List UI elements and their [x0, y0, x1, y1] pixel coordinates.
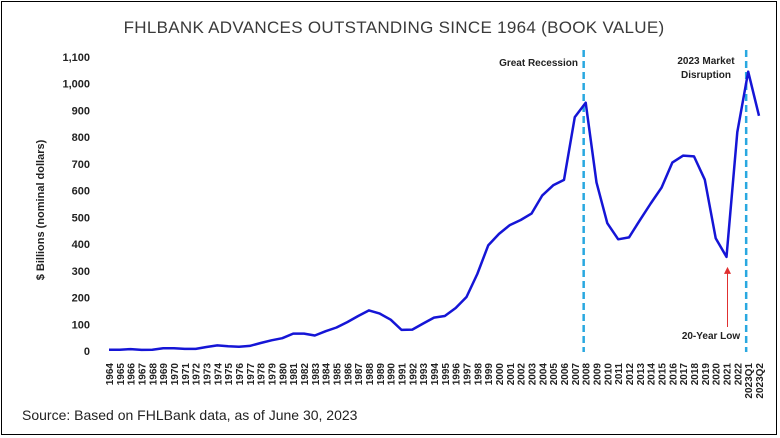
annotation-great-recession: Great Recession — [499, 58, 578, 69]
y-tick-label: 100 — [72, 319, 90, 331]
annotations: Great Recession 2023 Market Disruption 2… — [499, 56, 740, 342]
y-tick-label: 1,000 — [62, 79, 90, 91]
x-tick-label: 1985 — [333, 363, 344, 386]
x-tick-label: 2019 — [701, 363, 712, 386]
x-tick-label: 1996 — [452, 363, 463, 386]
x-tick-label: 2005 — [549, 363, 560, 386]
x-tick-label: 2018 — [690, 363, 701, 386]
low-arrow — [724, 266, 731, 327]
x-tick-label: 1986 — [343, 363, 354, 386]
x-tick-label: 1973 — [203, 363, 214, 386]
x-tick-label: 1995 — [441, 363, 452, 386]
x-tick-label: 1990 — [387, 363, 398, 386]
x-tick-label: 1984 — [322, 363, 333, 386]
x-tick-label: 1968 — [148, 363, 159, 386]
y-tick-label: 600 — [72, 186, 90, 198]
y-tick-label: 400 — [72, 239, 90, 251]
y-tick-label: 800 — [72, 132, 90, 144]
x-tick-label: 1997 — [463, 363, 474, 386]
x-tick-label: 1983 — [311, 363, 322, 386]
x-tick-label: 2001 — [506, 363, 517, 386]
x-tick-label: 2023Q1 — [744, 363, 755, 399]
x-tick-label: 1980 — [278, 363, 289, 386]
x-tick-label: 2014 — [647, 363, 658, 386]
x-tick-label: 2004 — [538, 363, 549, 386]
x-tick-label: 2002 — [517, 363, 528, 386]
annotation-market-disruption-2: Disruption — [681, 70, 731, 81]
y-tick-label: 900 — [72, 105, 90, 117]
x-tick-label: 2007 — [571, 363, 582, 386]
x-tick-label: 1965 — [116, 363, 127, 386]
x-tick-label: 1991 — [398, 363, 409, 386]
x-tick-label: 2011 — [614, 363, 625, 385]
x-tick-label: 2008 — [582, 363, 593, 386]
x-tick-label: 1994 — [430, 363, 441, 386]
chart-title: FHLBANK ADVANCES OUTSTANDING SINCE 1964 … — [124, 18, 665, 37]
x-tick-label: 1989 — [376, 363, 387, 386]
y-axis-ticks: 0 100 200 300 400 500 600 700 800 900 1,000 1,100 — [62, 52, 90, 358]
y-tick-label: 300 — [72, 266, 90, 278]
event-markers — [582, 50, 748, 352]
x-tick-label: 2013 — [636, 363, 647, 386]
x-tick-label: 1976 — [235, 363, 246, 386]
y-tick-label: 500 — [72, 212, 90, 224]
x-tick-label: 2003 — [528, 363, 539, 386]
x-axis-ticks: 1964 1965 1966 1967 1968 1969 1970 1971 1972 1973… — [105, 363, 766, 399]
series-line-advances — [109, 70, 761, 352]
x-tick-label: 1969 — [159, 363, 170, 386]
x-tick-label: 1971 — [181, 363, 192, 386]
source-note: Source: Based on FHLBank data, as of Jun… — [22, 407, 358, 423]
x-tick-label: 1964 — [105, 363, 116, 386]
x-tick-label: 2006 — [560, 363, 571, 386]
y-tick-label: 1,100 — [62, 52, 90, 64]
x-tick-label: 2000 — [495, 363, 506, 386]
x-tick-label: 1967 — [138, 363, 149, 386]
x-tick-label: 1988 — [365, 363, 376, 386]
x-tick-label: 1987 — [354, 363, 365, 386]
x-tick-label: 2012 — [625, 363, 636, 386]
annotation-market-disruption-1: 2023 Market — [677, 56, 735, 67]
x-tick-label: 1972 — [192, 363, 203, 386]
x-tick-label: 1974 — [213, 363, 224, 386]
x-tick-label: 1978 — [257, 363, 268, 386]
x-tick-label: 2016 — [668, 363, 679, 386]
y-tick-label: 700 — [72, 159, 90, 171]
x-tick-label: 1982 — [300, 363, 311, 386]
x-tick-label: 1966 — [127, 363, 138, 386]
x-tick-label: 2015 — [658, 363, 669, 386]
x-tick-label: 1998 — [473, 363, 484, 386]
x-tick-label: 1992 — [408, 363, 419, 386]
y-axis-label: $ Billions (nominal dollars) — [35, 139, 47, 280]
x-tick-label: 2023Q2 — [755, 363, 766, 399]
x-tick-label: 2020 — [712, 363, 723, 386]
x-tick-label: 2009 — [593, 363, 604, 386]
x-tick-label: 2017 — [679, 363, 690, 386]
arrow-head — [724, 266, 731, 274]
x-tick-label: 1977 — [246, 363, 257, 386]
y-tick-label: 0 — [84, 346, 90, 358]
x-tick-label: 1970 — [170, 363, 181, 386]
x-tick-label: 1993 — [419, 363, 430, 386]
x-tick-label: 2010 — [603, 363, 614, 386]
x-tick-label: 2022 — [733, 363, 744, 386]
x-tick-label: 1975 — [224, 363, 235, 386]
x-tick-label: 1979 — [268, 363, 279, 386]
x-tick-label: 1981 — [289, 363, 300, 386]
y-tick-label: 200 — [72, 293, 90, 305]
x-tick-label: 2021 — [723, 363, 734, 386]
annotation-20-year-low: 20-Year Low — [682, 331, 741, 342]
x-tick-label: 1999 — [484, 363, 495, 386]
